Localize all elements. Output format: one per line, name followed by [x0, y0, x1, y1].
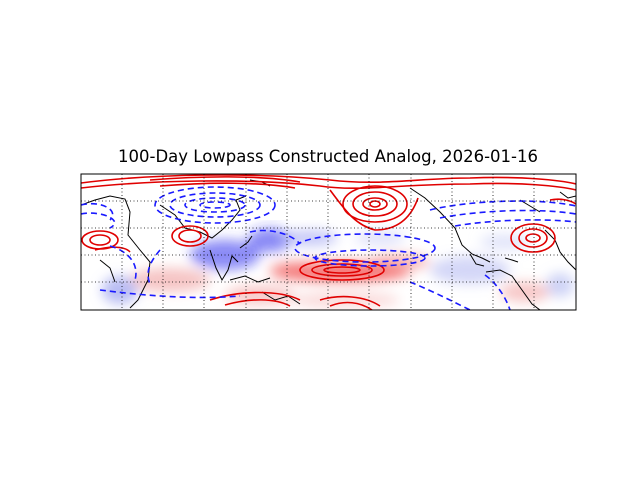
map-frame: [80, 173, 577, 311]
figure-title: 100-Day Lowpass Constructed Analog, 2026…: [118, 147, 538, 166]
map-panel: [81, 174, 576, 310]
positive-contours: [81, 174, 576, 310]
coastlines: [81, 179, 576, 310]
negative-contours: [81, 186, 576, 310]
